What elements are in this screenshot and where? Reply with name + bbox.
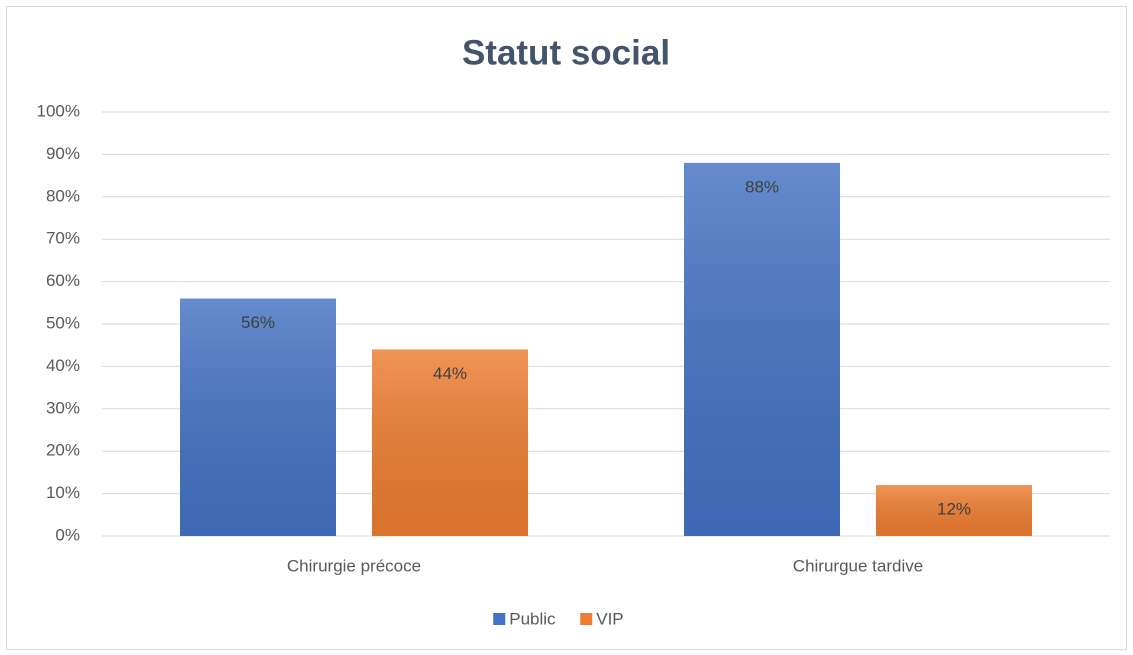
y-tick-label: 50% <box>46 313 80 332</box>
data-label: 56% <box>241 313 275 332</box>
y-tick-label: 80% <box>46 186 80 205</box>
chart-title: Statut social <box>462 33 670 72</box>
y-tick-label: 10% <box>46 483 80 502</box>
data-label: 44% <box>433 364 467 383</box>
y-tick-label: 60% <box>46 271 80 290</box>
y-tick-label: 20% <box>46 441 80 460</box>
data-label: 12% <box>937 500 971 519</box>
y-tick-label: 100% <box>37 101 80 120</box>
x-tick-label: Chirurgie précoce <box>287 556 421 575</box>
y-tick-label: 70% <box>46 229 80 248</box>
y-tick-label: 0% <box>55 525 80 544</box>
chart-border <box>6 6 1127 650</box>
legend-swatch <box>493 613 506 625</box>
bar <box>180 298 336 536</box>
y-tick-label: 30% <box>46 398 80 417</box>
legend-label: Public <box>509 609 556 628</box>
y-tick-label: 90% <box>46 144 80 163</box>
y-tick-label: 40% <box>46 356 80 375</box>
legend-swatch <box>580 613 593 625</box>
legend-label: VIP <box>596 609 623 628</box>
x-tick-label: Chirurgue tardive <box>793 556 923 575</box>
data-label: 88% <box>745 177 779 196</box>
bar <box>684 162 840 536</box>
